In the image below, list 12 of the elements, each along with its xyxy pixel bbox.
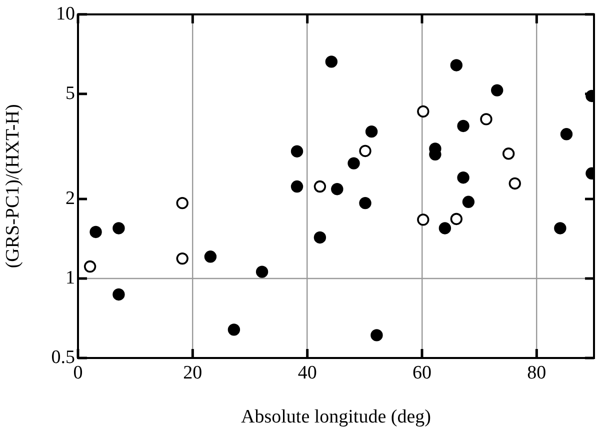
y-tick-label: 0.5 xyxy=(51,346,75,368)
y-axis-title: (GRS-PC1)/(HXT-H) xyxy=(2,104,24,268)
x-tick-label: 0 xyxy=(73,362,83,384)
x-tick-label: 60 xyxy=(412,362,432,384)
x-tick-label: 20 xyxy=(183,362,202,384)
x-axis-title: Absolute longitude (deg) xyxy=(241,406,431,428)
x-tick-label: 80 xyxy=(527,362,546,384)
y-tick-label: 5 xyxy=(66,82,75,104)
y-tick-label: 1 xyxy=(66,267,75,288)
x-tick-label: 40 xyxy=(298,362,317,384)
y-tick-label: 2 xyxy=(66,188,75,209)
y-tick-label: 10 xyxy=(56,3,75,24)
